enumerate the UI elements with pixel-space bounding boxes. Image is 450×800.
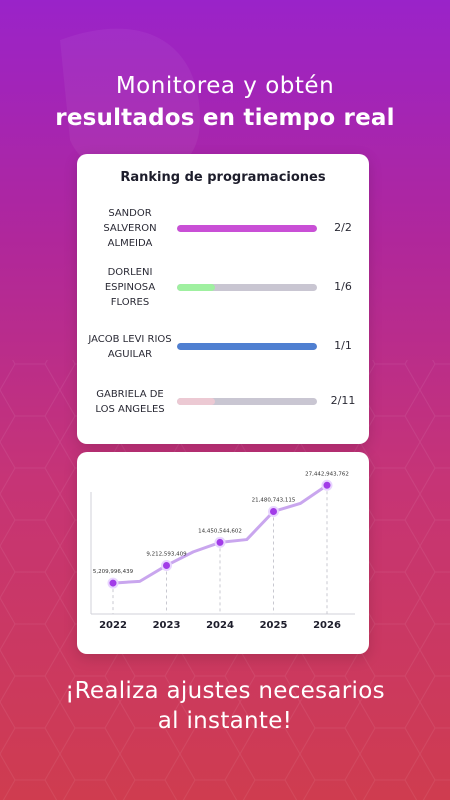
data-point	[268, 505, 279, 517]
data-point	[214, 536, 226, 548]
data-point	[321, 479, 333, 491]
x-tick-label: 2025	[260, 620, 288, 631]
data-point	[107, 577, 119, 589]
footer-line2: al instante!	[157, 708, 293, 734]
headline: Monitorea y obtén resultados en tiempo r…	[0, 70, 450, 134]
ranking-name: DORLENI ESPINOSA FLORES	[104, 267, 156, 308]
ranking-count: 2/2	[334, 221, 352, 234]
headline-line2: resultados en tiempo real	[55, 105, 395, 131]
x-tick-label: 2023	[153, 620, 181, 631]
ranking-progress-bar	[177, 398, 317, 405]
ranking-title: Ranking de programaciones	[120, 170, 326, 185]
ranking-progress-fill	[177, 398, 215, 405]
growth-chart-card: 5,209,996,439 9,212,593,409 14,450,544,602…	[77, 452, 369, 654]
ranking-name: JACOB LEVI RIOS AGUILAR	[88, 334, 172, 360]
ranking-name: SANDOR SALVERON ALMEIDA	[103, 208, 157, 249]
x-tick-label: 2024	[206, 620, 234, 631]
x-tick-label: 2022	[99, 620, 127, 631]
data-label: 5,209,996,439	[93, 569, 134, 575]
ranking-progress-fill	[177, 284, 215, 291]
ranking-progress-fill	[177, 343, 317, 350]
ranking-card: Ranking de programaciones SANDOR SALVERO…	[77, 154, 369, 444]
growth-line-chart: 5,209,996,439 9,212,593,409 14,450,544,602…	[90, 471, 355, 631]
ranking-progress-bar	[177, 343, 317, 350]
ranking-count: 2/11	[330, 394, 356, 407]
x-tick-label: 2026	[313, 620, 341, 631]
data-label: 14,450,544,602	[198, 528, 242, 534]
ranking-count: 1/6	[334, 280, 352, 293]
ranking-count: 1/1	[334, 339, 352, 352]
data-label: 27,442,943,762	[305, 471, 349, 477]
headline-line1: Monitorea y obtén	[115, 73, 335, 99]
footer-tagline: ¡Realiza ajustes necesarios al instante!	[0, 676, 450, 736]
data-label: 21,480,743,115	[252, 497, 296, 503]
ranking-progress-fill	[177, 225, 317, 232]
ranking-progress-bar	[177, 284, 317, 291]
data-label: 9,212,593,409	[146, 551, 187, 557]
ranking-name: GABRIELA DE LOS ANGELES	[95, 389, 165, 415]
footer-line1: ¡Realiza ajustes necesarios	[65, 678, 385, 704]
ranking-progress-bar	[177, 225, 317, 232]
data-point	[161, 559, 172, 571]
